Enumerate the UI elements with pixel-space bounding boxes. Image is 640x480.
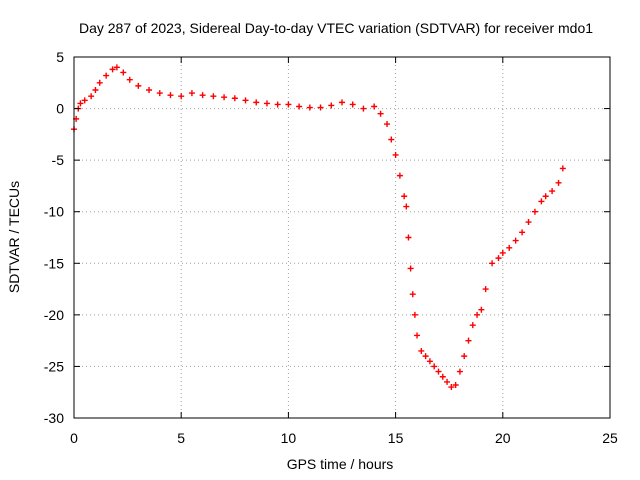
- data-point: [109, 66, 116, 73]
- data-point: [411, 311, 418, 318]
- data-point: [296, 103, 303, 110]
- data-point: [135, 82, 142, 89]
- y-tick-label: -10: [44, 204, 64, 220]
- data-point: [403, 203, 410, 210]
- data-point: [506, 244, 513, 251]
- data-point: [512, 237, 519, 244]
- grid-lines: [74, 57, 610, 418]
- data-point: [210, 93, 217, 100]
- data-point: [474, 311, 481, 318]
- data-point: [531, 208, 538, 215]
- data-point: [465, 337, 472, 344]
- y-tick-label: -20: [44, 307, 64, 323]
- data-point: [388, 136, 395, 143]
- data-point: [81, 97, 88, 104]
- data-point: [349, 101, 356, 108]
- data-point: [439, 373, 446, 380]
- data-point: [253, 99, 260, 106]
- data-point: [435, 368, 442, 375]
- y-axis-label: SDTVAR / TECUs: [6, 181, 22, 293]
- plot-frame: [73, 56, 611, 419]
- data-point: [339, 99, 345, 106]
- data-point: [461, 353, 468, 360]
- data-point: [263, 100, 270, 107]
- data-point: [146, 87, 153, 94]
- data-point: [444, 378, 451, 385]
- data-point: [401, 193, 408, 200]
- data-point: [360, 105, 367, 112]
- data-point: [482, 286, 489, 293]
- data-point: [96, 79, 103, 86]
- y-tick-label: -5: [52, 152, 65, 168]
- data-point: [418, 347, 425, 354]
- x-tick-label: 25: [602, 430, 618, 446]
- y-tick-label: -30: [44, 410, 64, 426]
- data-point: [456, 368, 463, 375]
- data-point: [499, 249, 506, 256]
- data-point: [469, 322, 476, 329]
- data-point: [126, 76, 133, 83]
- data-point: [231, 95, 238, 102]
- data-point: [549, 188, 556, 195]
- data-point: [559, 165, 566, 172]
- data-point: [92, 87, 99, 94]
- data-point: [328, 102, 335, 109]
- data-point: [285, 101, 292, 108]
- data-point: [538, 198, 545, 205]
- data-point: [489, 260, 496, 267]
- data-point: [384, 121, 391, 128]
- data-point: [120, 69, 127, 76]
- data-point: [409, 291, 416, 298]
- data-point: [371, 103, 378, 110]
- data-point: [221, 94, 228, 101]
- data-point: [188, 90, 195, 97]
- data-points: [71, 64, 566, 391]
- data-point: [274, 101, 281, 108]
- data-point: [431, 363, 438, 370]
- data-point: [199, 92, 206, 99]
- data-point: [242, 97, 249, 104]
- y-tick-label: -15: [44, 255, 64, 271]
- data-point: [448, 384, 455, 391]
- data-point: [525, 219, 532, 226]
- data-point: [392, 151, 399, 158]
- x-tick-label: 0: [70, 430, 78, 446]
- data-point: [478, 306, 485, 313]
- data-point: [306, 104, 313, 111]
- data-point: [452, 381, 459, 388]
- data-point: [77, 100, 84, 107]
- data-point: [422, 353, 429, 360]
- data-point: [407, 265, 414, 272]
- chart-title: Day 287 of 2023, Sidereal Day-to-day VTE…: [79, 20, 593, 36]
- data-point: [167, 92, 174, 99]
- x-tick-label: 20: [495, 430, 511, 446]
- y-tick-label: 5: [56, 49, 64, 65]
- x-tick-label: 15: [388, 430, 404, 446]
- data-point: [317, 104, 324, 111]
- data-point: [396, 172, 403, 179]
- data-point: [178, 93, 185, 100]
- y-tick-label: 0: [56, 101, 64, 117]
- data-point: [495, 255, 502, 262]
- data-point: [542, 193, 549, 200]
- data-point: [555, 179, 562, 186]
- x-axis-label: GPS time / hours: [287, 456, 394, 472]
- x-tick-label: 10: [281, 430, 297, 446]
- data-point: [156, 90, 163, 97]
- data-point: [405, 234, 412, 241]
- data-point: [426, 358, 433, 365]
- data-point: [88, 93, 95, 100]
- data-point: [113, 64, 120, 71]
- axis-ticks: 0 5 10 15 20 25 5 0 -5 -10 -15 -20 -25 -30: [44, 49, 618, 446]
- x-tick-label: 5: [177, 430, 185, 446]
- y-tick-label: -25: [44, 358, 64, 374]
- data-point: [519, 229, 526, 236]
- data-point: [103, 72, 110, 79]
- data-point: [377, 110, 384, 117]
- data-point: [414, 332, 421, 339]
